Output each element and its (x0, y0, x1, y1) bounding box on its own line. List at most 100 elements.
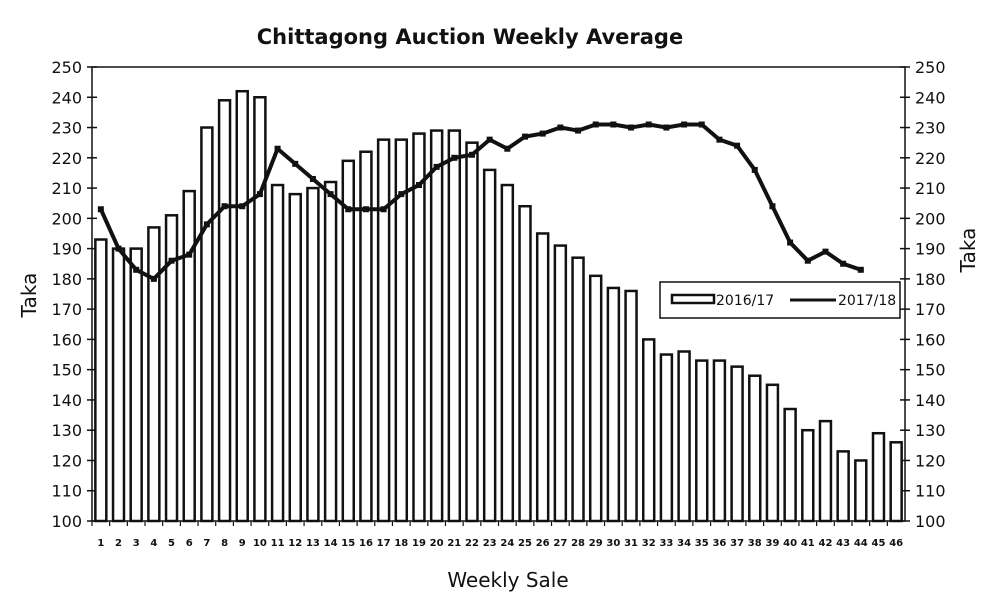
y-axis-label-right: Taka (956, 228, 980, 274)
point-2017-18 (822, 248, 829, 255)
bar-2016-17 (341, 159, 356, 523)
bar-2016-17 (429, 129, 444, 523)
bar-2016-17 (889, 441, 903, 523)
point-2017-18 (575, 127, 582, 134)
x-tick-label: 32 (642, 538, 656, 549)
point-2017-18 (256, 191, 263, 198)
bar-2016-17 (606, 286, 621, 523)
y-tick-label-left: 240 (51, 88, 82, 107)
point-2017-18 (681, 121, 688, 128)
y-tick-label-right: 120 (915, 451, 946, 470)
point-2017-18 (610, 121, 617, 128)
bar-2016-17 (111, 247, 126, 523)
point-2017-18 (309, 175, 316, 182)
y-tick-label-right: 100 (915, 512, 946, 531)
y-tick-label-left: 100 (51, 512, 82, 531)
y-tick-label-right: 140 (915, 391, 946, 410)
x-tick-label: 6 (186, 538, 193, 549)
bar-2016-17 (323, 180, 338, 523)
bar-2016-17 (730, 365, 744, 523)
y-tick-label-right: 190 (915, 240, 946, 259)
bar-2016-17 (801, 428, 815, 523)
x-tick-label: 29 (589, 538, 603, 549)
legend-swatch-2016-17 (670, 293, 716, 305)
x-tick-label: 34 (677, 538, 691, 549)
point-2017-18 (787, 239, 794, 246)
bar-2016-17 (94, 238, 108, 523)
x-tick-label: 27 (553, 538, 567, 549)
y-tick-label-left: 250 (51, 58, 82, 77)
y-tick-label-right: 230 (915, 119, 946, 138)
x-tick-label: 23 (483, 538, 497, 549)
x-tick-label: 25 (518, 538, 532, 549)
x-tick-label: 2 (115, 538, 122, 549)
y-tick-label-right: 150 (915, 361, 946, 380)
x-tick-label: 39 (765, 538, 779, 549)
point-2017-18 (504, 145, 511, 152)
line-2017-18 (99, 122, 862, 281)
point-2017-18 (239, 203, 246, 210)
bar-2016-17 (447, 129, 462, 523)
point-2017-18 (468, 151, 475, 158)
x-tick-label: 22 (465, 538, 479, 549)
bar-2016-17 (129, 247, 143, 523)
y-tick-label-left: 170 (51, 300, 82, 319)
point-2017-18 (522, 133, 529, 140)
bar-2016-17 (854, 459, 868, 523)
bar-2016-17 (765, 383, 780, 523)
x-tick-label: 10 (253, 538, 267, 549)
bar-2016-17 (217, 99, 232, 523)
bar-2016-17 (588, 274, 603, 523)
y-tick-label-left: 130 (51, 421, 82, 440)
bar-2016-17 (164, 214, 179, 523)
bar-2016-17 (836, 450, 850, 523)
point-2017-18 (327, 191, 334, 198)
bar-2016-17 (518, 204, 532, 523)
bar-2016-17 (641, 338, 656, 523)
bar-2016-17 (288, 192, 302, 523)
bar-2016-17 (783, 407, 797, 523)
point-2017-18 (433, 163, 440, 170)
y-tick-label-left: 210 (51, 179, 82, 198)
bar-2016-17 (270, 183, 285, 523)
x-tick-label: 9 (239, 538, 246, 549)
bar-2016-17 (748, 374, 762, 523)
x-tick-label: 15 (341, 538, 355, 549)
x-tick-label: 11 (271, 538, 285, 549)
point-2017-18 (133, 266, 140, 273)
bar-2016-17 (677, 350, 691, 523)
bar-2016-17 (553, 244, 568, 523)
x-tick-label: 12 (288, 538, 302, 549)
point-2017-18 (292, 160, 299, 167)
point-2017-18 (203, 221, 210, 228)
y-tick-label-left: 200 (51, 209, 82, 228)
y-tick-label-right: 110 (915, 482, 946, 501)
bar-2016-17 (376, 138, 391, 523)
point-2017-18 (663, 124, 670, 131)
bar-2016-17 (147, 226, 161, 523)
y-axis-label-left: Taka (17, 273, 41, 319)
x-tick-label: 31 (624, 538, 638, 549)
bar-2016-17 (818, 419, 833, 523)
point-2017-18 (751, 166, 758, 173)
x-tick-label: 3 (133, 538, 140, 549)
y-tick-label-left: 110 (51, 482, 82, 501)
y-tick-label-left: 140 (51, 391, 82, 410)
x-tick-label: 1 (97, 538, 104, 549)
x-tick-label: 42 (819, 538, 833, 549)
x-tick-label: 19 (412, 538, 426, 549)
x-tick-label: 36 (712, 538, 726, 549)
bar-2016-17 (871, 431, 886, 523)
x-tick-label: 5 (168, 538, 175, 549)
x-tick-label: 26 (536, 538, 550, 549)
point-2017-18 (415, 182, 422, 189)
chart-title: Chittagong Auction Weekly Average (257, 25, 683, 49)
bar-2016-17 (695, 359, 709, 523)
point-2017-18 (398, 191, 405, 198)
point-2017-18 (804, 257, 811, 264)
bar-2016-17 (253, 96, 267, 523)
x-tick-label: 46 (889, 538, 903, 549)
y-tick-label-left: 220 (51, 149, 82, 168)
point-2017-18 (451, 154, 458, 161)
